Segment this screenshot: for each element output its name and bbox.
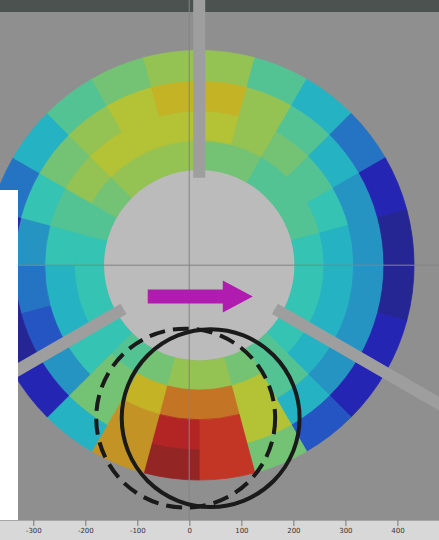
- svg-text:400: 400: [391, 527, 404, 535]
- svg-text:300: 300: [339, 527, 352, 535]
- svg-text:100: 100: [235, 527, 248, 535]
- svg-text:-100: -100: [130, 527, 146, 535]
- svg-text:-300: -300: [26, 527, 42, 535]
- svg-text:-200: -200: [78, 527, 94, 535]
- svg-text:200: 200: [287, 527, 300, 535]
- svg-text:0: 0: [188, 527, 192, 535]
